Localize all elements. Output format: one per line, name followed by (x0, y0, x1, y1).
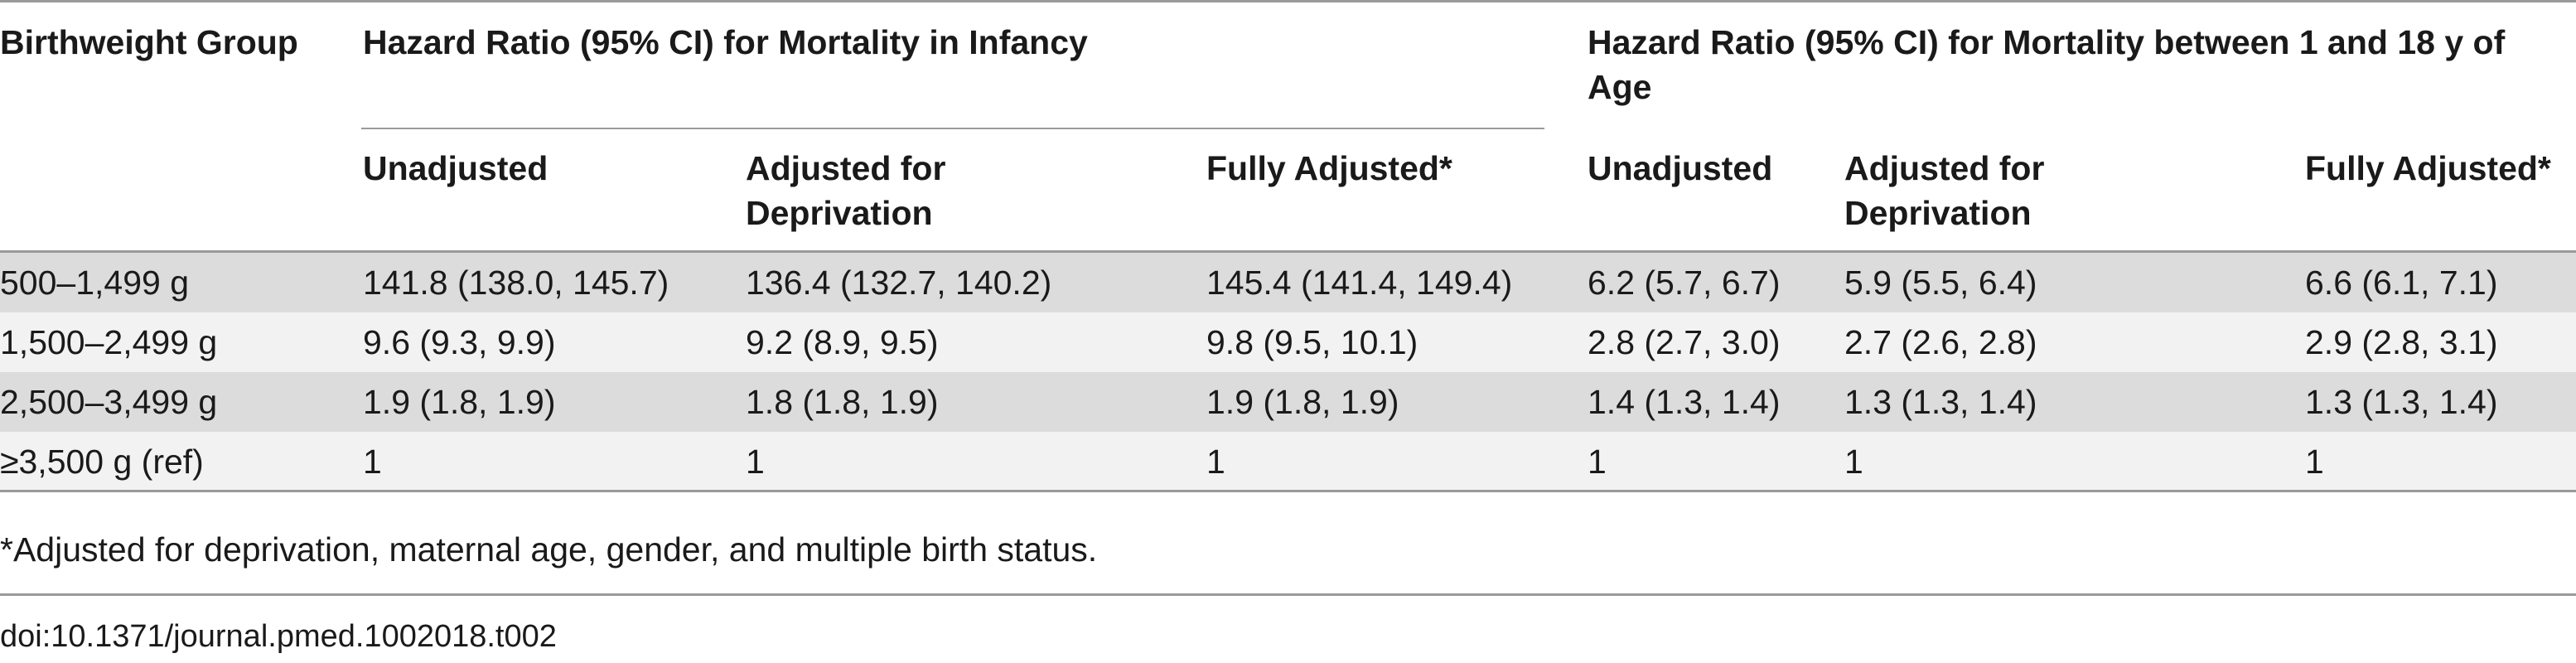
table-row: 2,500–3,499 g 1.9 (1.8, 1.9) 1.8 (1.8, 1… (0, 372, 2576, 432)
cell-1-18-fully-adjusted: 1 (2305, 443, 2324, 481)
table-row: ≥3,500 g (ref) 1 1 1 1 1 1 (0, 432, 2576, 490)
header-group-1-18: Hazard Ratio (95% CI) for Mortality betw… (1588, 23, 2506, 106)
cell-infancy-fully-adjusted: 9.8 (9.5, 10.1) (1206, 323, 1418, 361)
cell-1-18-adjusted-deprivation: 1 (1844, 443, 1863, 481)
cell-1-18-unadjusted: 1.4 (1.3, 1.4) (1588, 383, 1781, 421)
cell-infancy-unadjusted: 1.9 (1.8, 1.9) (363, 383, 556, 421)
subheader-1-18-fully-adjusted: Fully Adjusted* (2305, 149, 2551, 187)
cell-1-18-unadjusted: 1 (1588, 443, 1607, 481)
cell-infancy-adjusted-deprivation: 136.4 (132.7, 140.2) (746, 264, 1052, 302)
subheader-infancy-adjusted-deprivation: Adjusted for Deprivation (746, 149, 946, 232)
table-footnote: *Adjusted for deprivation, maternal age,… (0, 530, 1098, 569)
cell-1-18-fully-adjusted: 1.3 (1.3, 1.4) (2305, 383, 2498, 421)
cell-infancy-fully-adjusted: 1 (1206, 443, 1225, 481)
cell-birthweight: 1,500–2,499 g (0, 323, 218, 361)
cell-birthweight: 500–1,499 g (0, 264, 190, 302)
cell-infancy-adjusted-deprivation: 1 (746, 443, 765, 481)
header-group-infancy: Hazard Ratio (95% CI) for Mortality in I… (363, 23, 1088, 61)
table-bottom-rule (0, 490, 2576, 492)
header-span-rule (361, 128, 1544, 129)
cell-1-18-fully-adjusted: 2.9 (2.8, 3.1) (2305, 323, 2498, 361)
cell-birthweight: ≥3,500 g (ref) (0, 443, 204, 481)
footnote-bottom-rule (0, 593, 2576, 596)
cell-1-18-adjusted-deprivation: 2.7 (2.6, 2.8) (1844, 323, 2037, 361)
cell-infancy-adjusted-deprivation: 1.8 (1.8, 1.9) (746, 383, 939, 421)
cell-infancy-fully-adjusted: 145.4 (141.4, 149.4) (1206, 264, 1513, 302)
cell-infancy-fully-adjusted: 1.9 (1.8, 1.9) (1206, 383, 1399, 421)
subheader-1-18-adjusted-deprivation: Adjusted for Deprivation (1844, 149, 2045, 232)
cell-infancy-adjusted-deprivation: 9.2 (8.9, 9.5) (746, 323, 939, 361)
cell-infancy-unadjusted: 141.8 (138.0, 145.7) (363, 264, 669, 302)
cell-infancy-unadjusted: 9.6 (9.3, 9.9) (363, 323, 556, 361)
subheader-1-18-unadjusted: Unadjusted (1588, 149, 1773, 187)
subheader-infancy-unadjusted: Unadjusted (363, 149, 549, 187)
header-birthweight-group: Birthweight Group (0, 23, 298, 61)
cell-infancy-unadjusted: 1 (363, 443, 382, 481)
doi-text: doi:10.1371/journal.pmed.1002018.t002 (0, 619, 557, 654)
top-rule (0, 0, 2576, 2)
cell-1-18-unadjusted: 6.2 (5.7, 6.7) (1588, 264, 1781, 302)
cell-birthweight: 2,500–3,499 g (0, 383, 218, 421)
cell-1-18-adjusted-deprivation: 1.3 (1.3, 1.4) (1844, 383, 2037, 421)
table-row: 500–1,499 g 141.8 (138.0, 145.7) 136.4 (… (0, 253, 2576, 312)
cell-1-18-fully-adjusted: 6.6 (6.1, 7.1) (2305, 264, 2498, 302)
cell-1-18-adjusted-deprivation: 5.9 (5.5, 6.4) (1844, 264, 2037, 302)
cell-1-18-unadjusted: 2.8 (2.7, 3.0) (1588, 323, 1781, 361)
subheader-infancy-fully-adjusted: Fully Adjusted* (1206, 149, 1452, 187)
header-bottom-rule (0, 250, 2576, 253)
table-row: 1,500–2,499 g 9.6 (9.3, 9.9) 9.2 (8.9, 9… (0, 312, 2576, 372)
